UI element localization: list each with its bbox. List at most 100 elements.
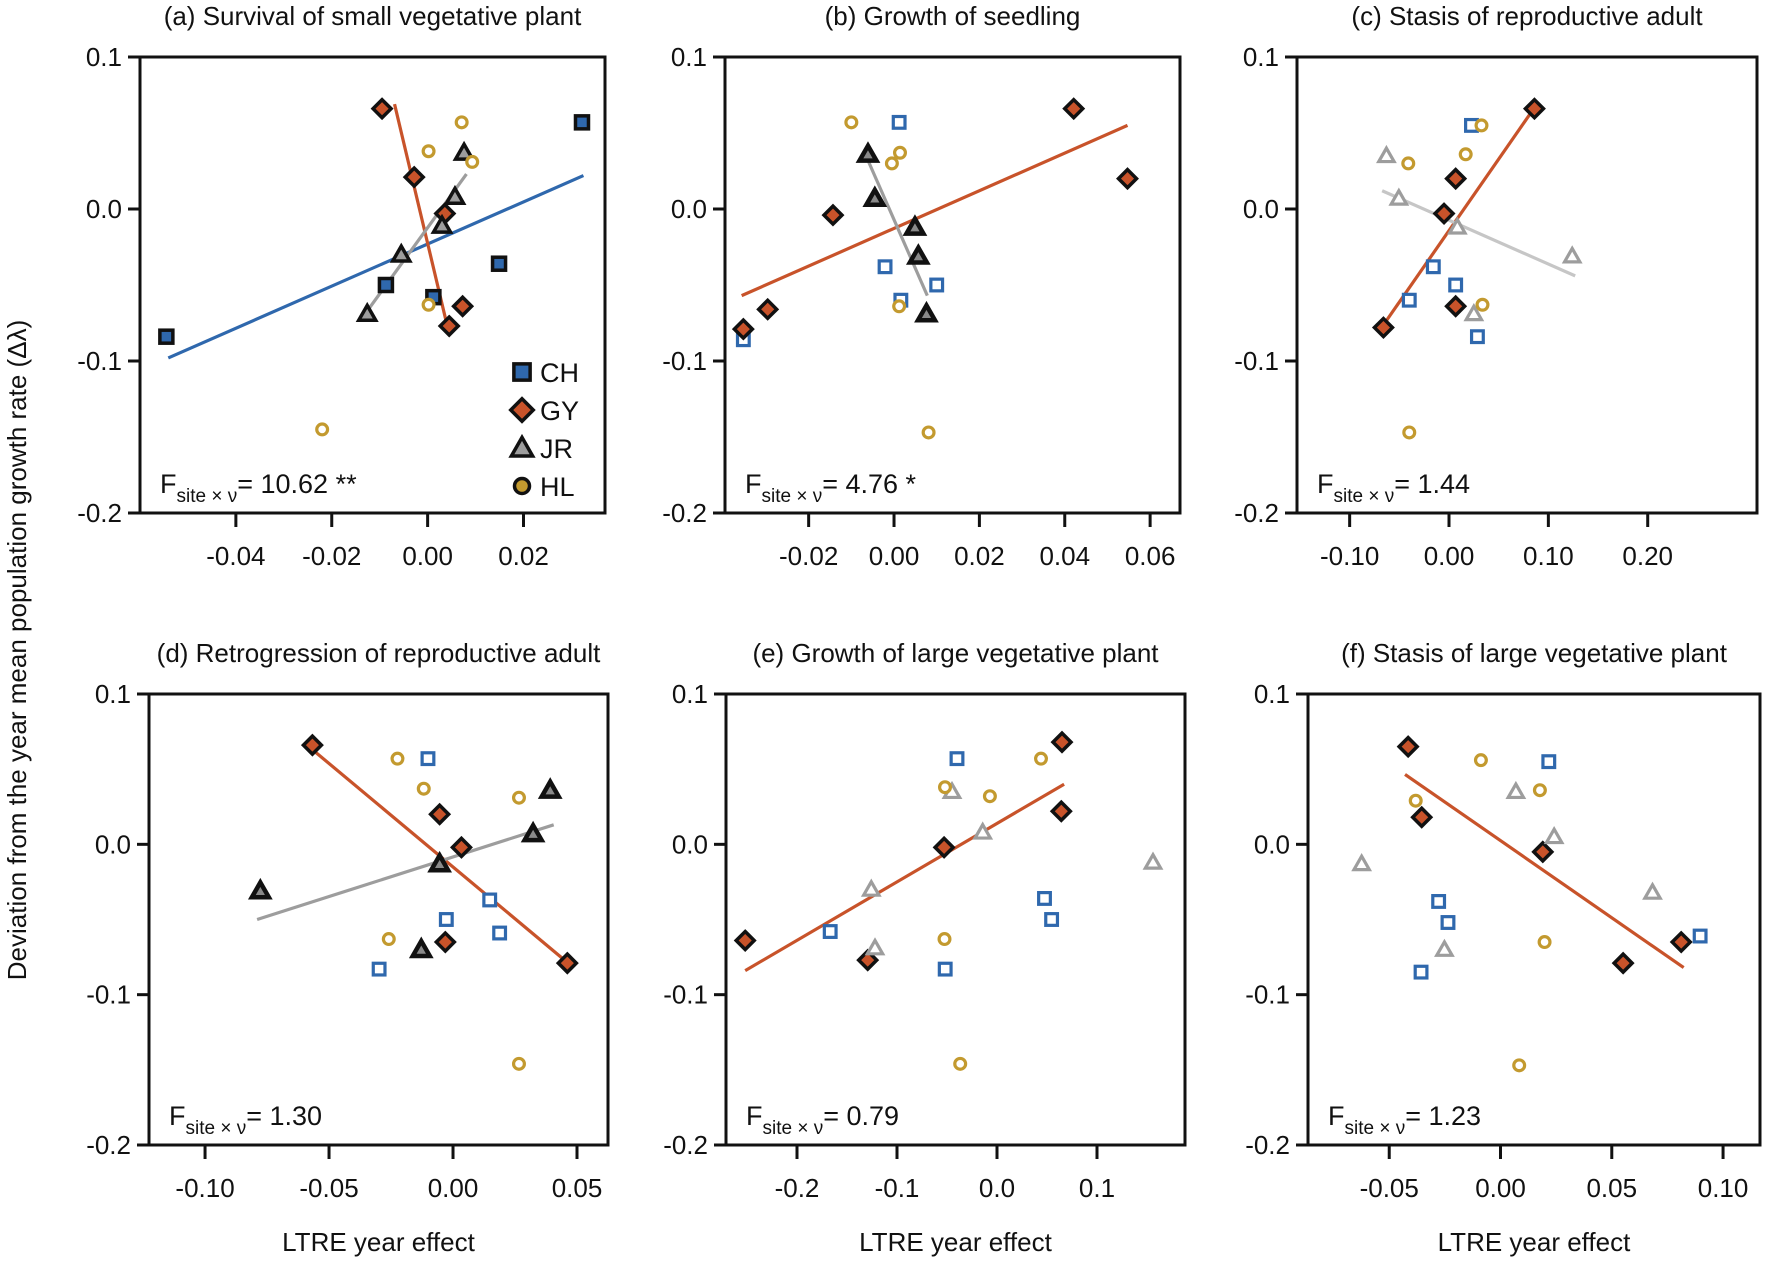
point-gy bbox=[1669, 930, 1693, 954]
point-gy bbox=[1049, 799, 1073, 823]
plot-area bbox=[1371, 97, 1583, 440]
y-tick-label: 0.0 bbox=[95, 829, 131, 859]
trend-line-gy bbox=[1382, 109, 1534, 326]
point-hl bbox=[1512, 1058, 1527, 1073]
axes-frame bbox=[723, 55, 1182, 515]
point-gy bbox=[1444, 167, 1468, 191]
x-tick-label: 0.20 bbox=[1622, 541, 1673, 571]
f-statistic: Fsite × ν= 1.23 bbox=[1328, 1101, 1481, 1139]
point-gy bbox=[402, 165, 426, 189]
point-gy bbox=[428, 802, 452, 826]
plot-area bbox=[247, 733, 579, 1071]
point-jr bbox=[1388, 187, 1410, 206]
y-tick-label: -0.1 bbox=[662, 346, 707, 376]
point-jr bbox=[537, 777, 563, 799]
point-hl bbox=[1402, 425, 1417, 440]
point-hl bbox=[1537, 935, 1552, 950]
point-jr bbox=[1463, 303, 1485, 322]
axes-frame bbox=[1306, 692, 1762, 1147]
point-jr bbox=[408, 936, 434, 959]
point-jr bbox=[355, 301, 379, 323]
y-tick-label: 0.0 bbox=[671, 194, 707, 224]
x-tick-label: 0.02 bbox=[498, 541, 549, 571]
x-tick-label: -0.04 bbox=[206, 541, 265, 571]
point-gy bbox=[856, 948, 880, 972]
x-tick-label: 0.10 bbox=[1698, 1173, 1749, 1203]
point-ch bbox=[1692, 928, 1708, 944]
point-jr bbox=[443, 184, 467, 205]
point-ch bbox=[438, 912, 454, 927]
x-tick-label: -0.10 bbox=[175, 1173, 234, 1203]
f-statistic-subscript: site × ν bbox=[763, 1118, 824, 1139]
point-jr bbox=[1642, 881, 1663, 900]
plot-area bbox=[1351, 735, 1708, 1073]
point-jr bbox=[864, 937, 886, 956]
point-jr bbox=[520, 820, 546, 843]
y-tick-label: 0.0 bbox=[672, 829, 708, 859]
x-tick-label: -0.02 bbox=[302, 541, 361, 571]
f-statistic-symbol: F bbox=[169, 1101, 186, 1131]
point-ch bbox=[877, 259, 893, 275]
point-gy bbox=[1522, 97, 1546, 121]
point-gy bbox=[1531, 840, 1555, 864]
point-gy bbox=[1371, 316, 1395, 340]
point-gy bbox=[300, 733, 324, 757]
x-tick-label: 0.04 bbox=[1039, 541, 1090, 571]
point-jr bbox=[427, 850, 453, 873]
y-tick-label: -0.2 bbox=[77, 498, 122, 528]
legend-label-hl: HL bbox=[540, 472, 575, 502]
f-statistic-symbol: F bbox=[746, 1101, 763, 1131]
y-tick-label: 0.1 bbox=[672, 679, 708, 709]
f-statistic-symbol: F bbox=[1317, 469, 1334, 499]
point-hl bbox=[892, 299, 907, 314]
f-statistic: Fsite × ν= 10.62 ** bbox=[160, 469, 357, 507]
f-statistic-value: = 1.30 bbox=[246, 1101, 322, 1131]
point-gy bbox=[1116, 167, 1139, 191]
f-statistic-value: = 1.23 bbox=[1405, 1101, 1481, 1131]
point-ch bbox=[1401, 292, 1417, 308]
point-ch bbox=[377, 276, 395, 294]
point-hl bbox=[511, 790, 526, 805]
panel-title: (a) Survival of small vegetative plant bbox=[164, 1, 582, 31]
legend-marker-gy bbox=[508, 396, 536, 424]
plot-area bbox=[731, 97, 1139, 440]
y-axis-label: Deviation from the year mean population … bbox=[2, 320, 32, 980]
f-statistic-symbol: F bbox=[1328, 1101, 1345, 1131]
y-tick-label: 0.1 bbox=[671, 42, 707, 72]
panel-title: (c) Stasis of reproductive adult bbox=[1351, 1, 1703, 31]
x-tick-label: -0.10 bbox=[1320, 541, 1379, 571]
point-hl bbox=[390, 751, 405, 766]
point-gy bbox=[733, 929, 757, 953]
point-hl bbox=[1408, 793, 1423, 808]
point-hl bbox=[1458, 147, 1473, 162]
f-statistic-value: = 0.79 bbox=[823, 1101, 899, 1131]
point-gy bbox=[451, 294, 475, 318]
x-tick-label: 0.10 bbox=[1523, 541, 1574, 571]
point-ch bbox=[822, 924, 838, 939]
point-ch bbox=[371, 961, 387, 977]
point-ch bbox=[1431, 894, 1447, 909]
plot-area bbox=[733, 730, 1164, 1071]
y-tick-label: -0.1 bbox=[1245, 980, 1290, 1010]
point-gy bbox=[1444, 294, 1468, 318]
point-ch bbox=[1541, 754, 1557, 770]
panel-c: (c) Stasis of reproductive adult 0.1 0.0 -0… bbox=[1234, 1, 1759, 571]
point-gy bbox=[1410, 805, 1434, 829]
legend-label-ch: CH bbox=[540, 358, 579, 388]
point-hl bbox=[465, 154, 480, 169]
point-hl bbox=[844, 115, 859, 130]
point-jr bbox=[905, 243, 931, 265]
legend-label-jr: JR bbox=[540, 434, 573, 464]
axes-frame bbox=[138, 55, 607, 515]
x-axis-label: LTRE year effect bbox=[282, 1227, 475, 1257]
point-gy bbox=[449, 835, 473, 859]
point-jr bbox=[855, 141, 881, 163]
point-ch bbox=[1413, 964, 1429, 980]
point-hl bbox=[953, 1056, 968, 1071]
f-statistic-subscript: site × ν bbox=[177, 486, 238, 507]
y-tick-label: -0.1 bbox=[1234, 346, 1279, 376]
point-hl bbox=[511, 1056, 526, 1071]
x-tick-label: 0.00 bbox=[1424, 541, 1475, 571]
y-tick-label: 0.1 bbox=[95, 679, 131, 709]
legend-label-gy: GY bbox=[540, 396, 579, 426]
